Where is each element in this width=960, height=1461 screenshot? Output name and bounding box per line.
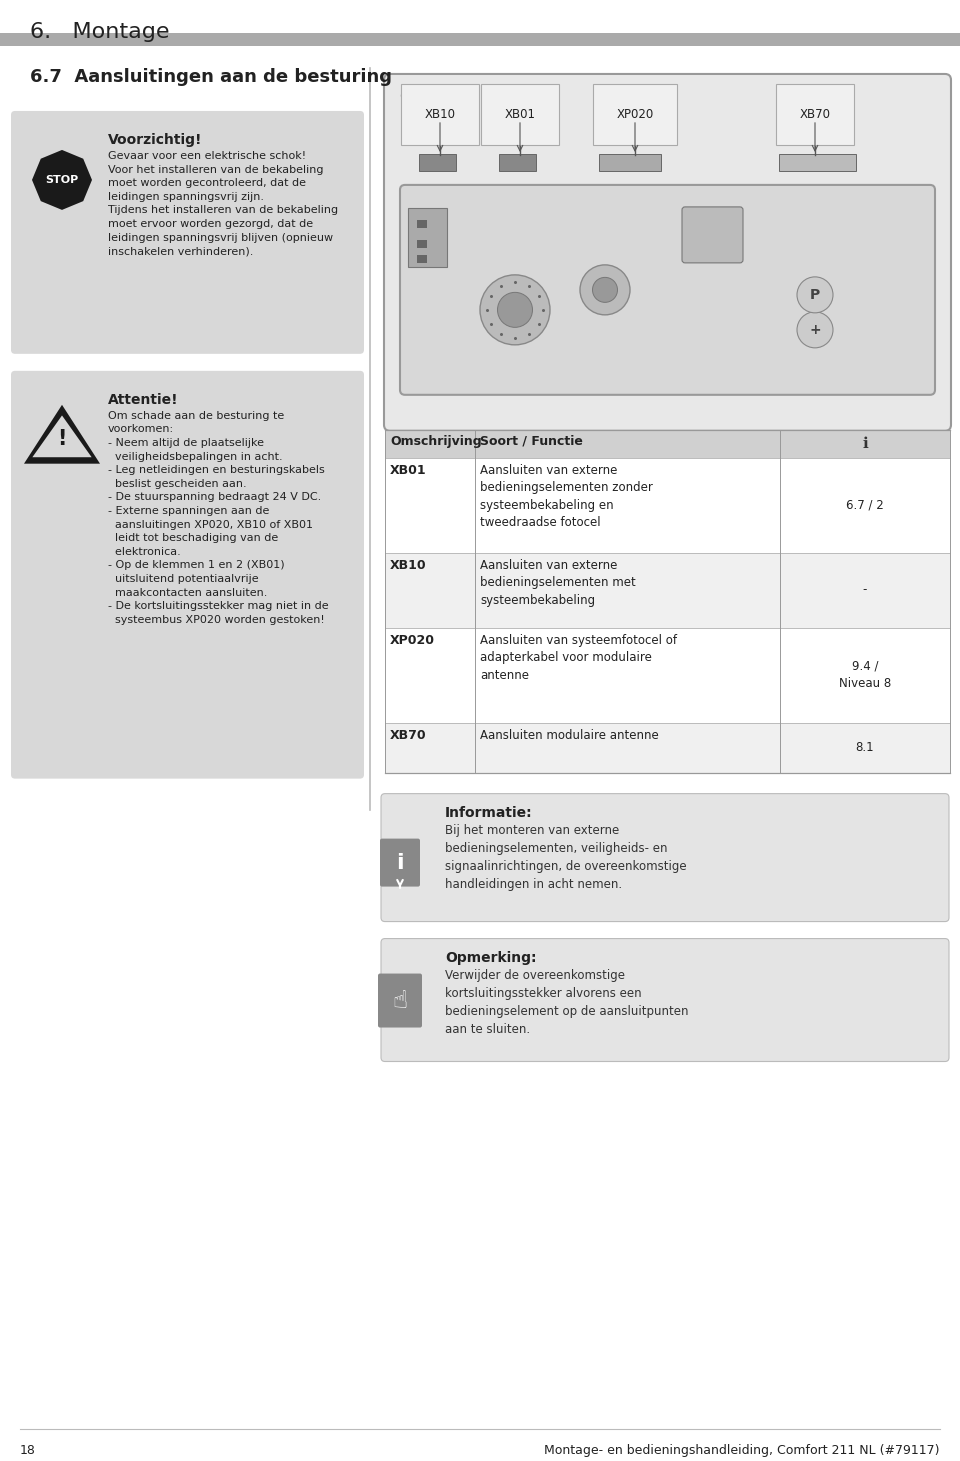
FancyBboxPatch shape xyxy=(417,240,427,248)
Text: XB70: XB70 xyxy=(800,108,830,121)
FancyBboxPatch shape xyxy=(381,793,949,922)
FancyBboxPatch shape xyxy=(384,75,951,431)
Text: 6.7 / 2: 6.7 / 2 xyxy=(846,498,884,511)
Circle shape xyxy=(480,275,550,345)
Text: 18: 18 xyxy=(20,1445,36,1457)
FancyBboxPatch shape xyxy=(385,723,950,773)
Circle shape xyxy=(797,278,833,313)
FancyBboxPatch shape xyxy=(599,153,661,171)
Text: XP020: XP020 xyxy=(390,634,435,647)
Text: i: i xyxy=(396,853,404,872)
Circle shape xyxy=(592,278,617,302)
FancyBboxPatch shape xyxy=(11,111,364,354)
FancyBboxPatch shape xyxy=(779,153,856,171)
FancyBboxPatch shape xyxy=(408,207,447,267)
Text: Om schade aan de besturing te
voorkomen:
- Neem altijd de plaatselijke
  veiligh: Om schade aan de besturing te voorkomen:… xyxy=(108,411,328,625)
Text: XB01: XB01 xyxy=(505,108,536,121)
Text: Informatie:: Informatie: xyxy=(445,805,533,820)
Text: -: - xyxy=(863,583,867,596)
Text: 6.7  Aansluitingen aan de besturing: 6.7 Aansluitingen aan de besturing xyxy=(30,69,392,86)
Text: ℹ: ℹ xyxy=(862,435,868,451)
Text: Aansluiten van systeemfotocel of
adapterkabel voor modulaire
antenne: Aansluiten van systeemfotocel of adapter… xyxy=(480,634,677,682)
FancyBboxPatch shape xyxy=(417,221,427,228)
Text: Opmerking:: Opmerking: xyxy=(445,951,537,964)
Text: Montage- en bedieningshandleiding, Comfort 211 NL (#79117): Montage- en bedieningshandleiding, Comfo… xyxy=(544,1445,940,1457)
FancyBboxPatch shape xyxy=(381,938,949,1062)
Text: P: P xyxy=(810,288,820,302)
Text: 9.4 /
Niveau 8: 9.4 / Niveau 8 xyxy=(839,660,891,690)
FancyBboxPatch shape xyxy=(378,973,422,1027)
Circle shape xyxy=(580,264,630,316)
Text: +: + xyxy=(809,323,821,337)
Text: 8.1: 8.1 xyxy=(855,741,875,754)
FancyBboxPatch shape xyxy=(385,430,950,457)
Text: Voorzichtig!: Voorzichtig! xyxy=(108,133,203,148)
FancyBboxPatch shape xyxy=(417,254,427,263)
FancyBboxPatch shape xyxy=(499,153,536,171)
Text: XB10: XB10 xyxy=(424,108,455,121)
Text: Verwijder de overeenkomstige
kortsluitingsstekker alvorens een
bedieningselement: Verwijder de overeenkomstige kortsluitin… xyxy=(445,969,688,1036)
FancyBboxPatch shape xyxy=(400,186,935,394)
FancyBboxPatch shape xyxy=(682,207,743,263)
Text: Aansluiten van externe
bedieningselementen zonder
systeembekabeling en
tweedraad: Aansluiten van externe bedieningselement… xyxy=(480,463,653,529)
Polygon shape xyxy=(33,415,91,457)
Text: ☝: ☝ xyxy=(393,989,408,1012)
Text: Soort / Functie: Soort / Functie xyxy=(480,435,583,449)
Polygon shape xyxy=(32,150,92,210)
Text: 6.   Montage: 6. Montage xyxy=(30,22,170,42)
FancyBboxPatch shape xyxy=(385,457,950,552)
Text: 6.7 / 1: 6.7 / 1 xyxy=(400,91,440,102)
Text: XB01: XB01 xyxy=(390,463,426,476)
Text: !: ! xyxy=(58,428,66,449)
FancyBboxPatch shape xyxy=(380,839,420,887)
Text: XB10: XB10 xyxy=(390,558,426,571)
Text: Gevaar voor een elektrische schok!
Voor het installeren van de bekabeling
moet w: Gevaar voor een elektrische schok! Voor … xyxy=(108,150,338,256)
FancyBboxPatch shape xyxy=(11,371,364,779)
FancyBboxPatch shape xyxy=(0,34,960,45)
Text: STOP: STOP xyxy=(45,175,79,186)
FancyBboxPatch shape xyxy=(385,552,950,628)
Text: Bij het monteren van externe
bedieningselementen, veiligheids- en
signaalinricht: Bij het monteren van externe bedieningse… xyxy=(445,824,686,891)
Text: Aansluiten modulaire antenne: Aansluiten modulaire antenne xyxy=(480,729,659,742)
Circle shape xyxy=(797,311,833,348)
Text: Aansluiten van externe
bedieningselementen met
systeembekabeling: Aansluiten van externe bedieningselement… xyxy=(480,558,636,606)
Text: XB70: XB70 xyxy=(390,729,426,742)
Text: Omschrijving: Omschrijving xyxy=(390,435,482,449)
Text: XP020: XP020 xyxy=(616,108,654,121)
Polygon shape xyxy=(24,405,100,463)
Circle shape xyxy=(497,292,533,327)
Text: Attentie!: Attentie! xyxy=(108,393,179,406)
FancyBboxPatch shape xyxy=(385,628,950,723)
FancyBboxPatch shape xyxy=(419,153,456,171)
